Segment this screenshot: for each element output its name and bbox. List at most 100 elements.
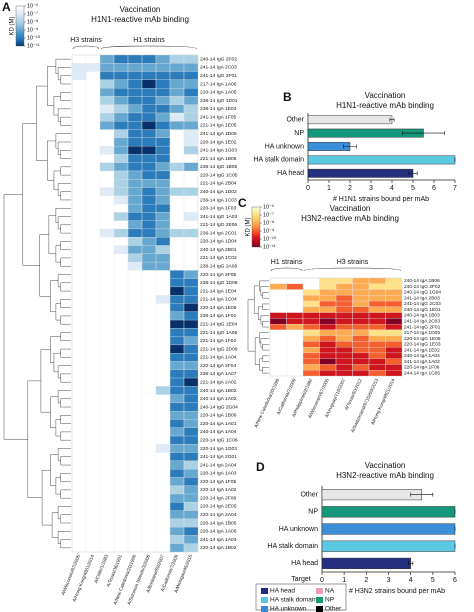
dendrogram-link	[53, 170, 61, 190]
heatmap-cell	[385, 277, 403, 284]
heatmap-cell	[141, 237, 157, 246]
row-label: 241-14 IgG 2F01	[404, 324, 441, 330]
row-label: 220-14 IgA 2F05	[200, 272, 236, 278]
heatmap-cell	[141, 220, 157, 230]
bar	[321, 489, 422, 501]
heatmap-cell	[169, 319, 185, 329]
heatmap-cell	[169, 477, 185, 486]
heatmap-cell	[155, 121, 171, 130]
error-bar	[410, 492, 434, 497]
heatmap-cell	[155, 237, 171, 246]
heatmap-cell	[319, 306, 337, 313]
x-tick-label: 4	[409, 577, 413, 584]
dendrogram-link	[60, 473, 71, 482]
heatmap-cell	[127, 162, 143, 172]
heatmap-cell	[85, 63, 101, 72]
heatmap-cell	[183, 336, 199, 346]
heatmap-cell	[385, 341, 403, 348]
chart-subtitle: H1N1-reactive mAb binding	[336, 101, 434, 110]
row-label: 220-14 IgA 1B06	[200, 413, 237, 419]
heatmap-cell	[368, 358, 386, 365]
heatmap-cell	[319, 358, 337, 365]
row-label: 236-14 IgA 1C03	[200, 197, 237, 203]
heatmap-cell	[352, 335, 370, 342]
dendrogram-link	[60, 166, 71, 176]
x-tick-label: 5	[411, 185, 415, 192]
row-label: 220-14 IgA 2F06	[200, 495, 236, 501]
heatmap-cell	[127, 154, 143, 163]
heatmap-cell	[352, 347, 370, 354]
x-tick-label: 2	[364, 577, 368, 584]
heatmap-cell	[113, 121, 129, 130]
heatmap-cell	[155, 212, 171, 221]
category-label: HA head	[277, 170, 304, 177]
colorbar-tick-label: 10⁻⁸	[27, 18, 38, 25]
heatmap-cell	[169, 502, 185, 511]
column-group-bracket	[72, 45, 100, 50]
dendrogram-link	[60, 415, 71, 424]
heatmap-cell	[169, 71, 185, 80]
colorbar-tick-label: 10⁻¹⁰	[263, 235, 277, 242]
heatmap-cell	[169, 286, 185, 296]
dendrogram-link	[57, 183, 71, 197]
heatmap-cell	[169, 54, 185, 64]
dendrogram-link	[47, 140, 56, 181]
heatmap-cell	[99, 121, 115, 130]
heatmap-cell	[368, 306, 386, 313]
column-label: A/New Caledonia/20/1999	[253, 377, 280, 428]
panel-letter: D	[256, 460, 265, 474]
dendrogram-link	[55, 58, 71, 74]
heatmap-cell	[183, 419, 199, 428]
heatmap-cell	[269, 312, 287, 319]
heatmap-cell	[368, 283, 386, 290]
heatmap-cell	[183, 460, 199, 470]
column-group-bracket	[270, 267, 303, 272]
heatmap-cell	[155, 63, 171, 72]
row-label: 221-14 IgA 1F02	[200, 338, 236, 344]
heatmap-cell	[113, 228, 129, 238]
bar	[321, 540, 456, 552]
dendrogram-link	[260, 315, 269, 325]
heatmap-cell	[269, 318, 287, 325]
heatmap-cell	[169, 394, 185, 404]
heatmap-cell	[141, 162, 157, 172]
heatmap-cell	[127, 145, 143, 155]
dendrogram-link	[60, 75, 71, 85]
heatmap-cell	[385, 318, 403, 325]
heatmap-cell	[155, 228, 171, 238]
heatmap-cell	[319, 289, 337, 296]
x-tick-label: 0	[320, 577, 324, 584]
dendrogram-link	[36, 85, 48, 161]
bar	[307, 155, 456, 165]
heatmap-cell	[141, 96, 157, 105]
chart-subtitle: H3N2-reactive mAb binding	[301, 214, 399, 223]
row-label: 240-14 IgA 1B06	[404, 278, 440, 284]
heatmap-cell	[335, 335, 353, 342]
heatmap-cell	[155, 187, 171, 196]
legend-label: NA	[325, 588, 335, 595]
heatmap-cell	[169, 162, 185, 172]
heatmap-cell	[368, 300, 386, 307]
heatmap-cell	[302, 306, 320, 313]
heatmap-cell	[113, 88, 129, 97]
row-label: 241-14 IgG 2C03	[404, 301, 441, 307]
heatmap-cell	[127, 237, 143, 246]
heatmap-cell	[352, 295, 370, 302]
heatmap-cell	[169, 278, 185, 288]
panel-letter: B	[283, 90, 292, 104]
heatmap-cell	[385, 329, 403, 336]
heatmap-cell	[99, 79, 115, 89]
row-label: 241-14 IgA 2C03	[404, 319, 440, 325]
heatmap-cell	[319, 300, 337, 307]
heatmap-cell	[302, 318, 320, 325]
heatmap-cell	[286, 283, 304, 290]
x-tick-label: 3	[387, 577, 391, 584]
heatmap-cell	[352, 370, 370, 377]
heatmap-cell	[141, 63, 157, 72]
heatmap-cell	[352, 358, 370, 365]
heatmap-cell	[169, 311, 185, 321]
x-tick-label: 6	[432, 185, 436, 192]
heatmap-cell	[141, 145, 157, 155]
heatmap-cell	[319, 335, 337, 342]
